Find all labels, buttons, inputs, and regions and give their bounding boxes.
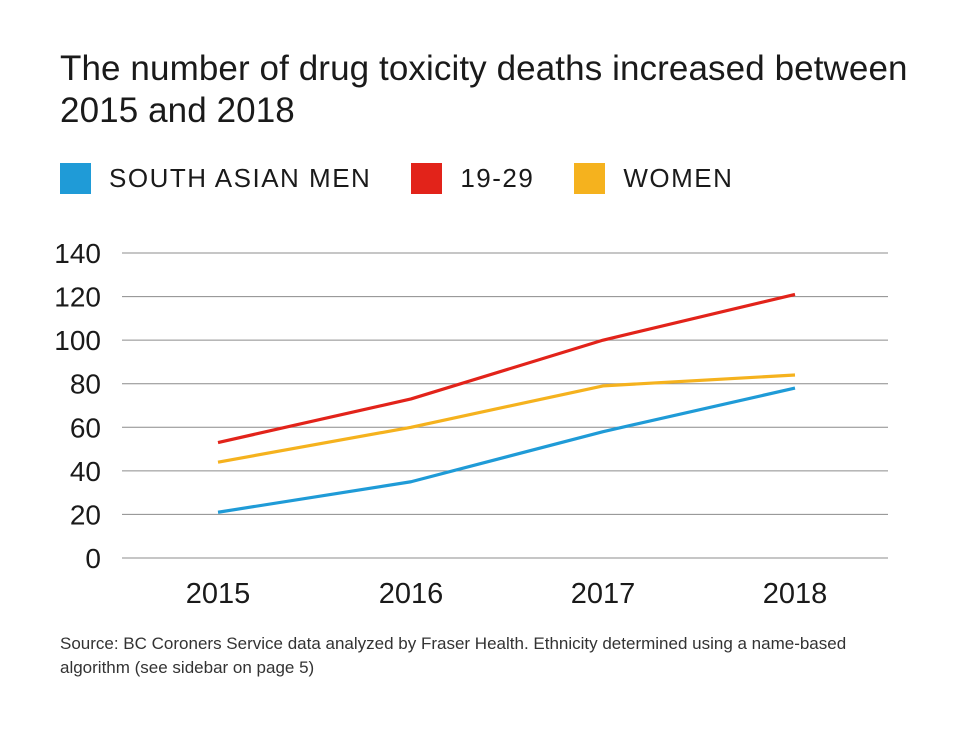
- y-tick-label: 60: [70, 412, 101, 443]
- legend-swatch-19-29: [411, 162, 443, 194]
- x-tick-label: 2018: [763, 578, 828, 610]
- y-tick-label: 20: [70, 499, 101, 530]
- chart-title: The number of drug toxicity deaths incre…: [60, 49, 908, 130]
- series-lines: [217, 292, 796, 514]
- legend-label-women: WOMEN: [623, 162, 734, 193]
- y-tick-label: 80: [70, 369, 101, 400]
- legend-item-south-asian-men: SOUTH ASIAN MEN: [60, 162, 372, 194]
- legend-swatch-women: [574, 162, 606, 194]
- series-line-19-29: [217, 292, 796, 445]
- x-tick-label: 2017: [571, 578, 636, 610]
- y-axis-ticks: 0 20 40 60 80 100 120 140: [54, 238, 101, 574]
- x-tick-label: 2015: [186, 578, 251, 610]
- y-tick-label: 0: [85, 543, 101, 574]
- chart-legend: SOUTH ASIAN MEN 19-29 WOMEN: [60, 160, 773, 196]
- y-tick-label: 40: [70, 456, 101, 487]
- y-tick-label: 140: [54, 238, 101, 269]
- series-line-women: [217, 373, 796, 464]
- x-axis-ticks: 2015 2016 2017 2018: [186, 578, 828, 610]
- x-tick-label: 2016: [379, 578, 444, 610]
- y-tick-label: 120: [54, 282, 101, 313]
- source-note: Source: BC Coroners Service data analyze…: [60, 634, 847, 677]
- series-line-south-asian-men: [217, 386, 796, 514]
- legend-swatch-south-asian-men: [60, 162, 91, 194]
- y-tick-label: 100: [54, 325, 101, 356]
- legend-item-women: WOMEN: [574, 162, 734, 194]
- legend-label-19-29: 19-29: [460, 162, 535, 193]
- grid-lines: [122, 252, 888, 559]
- legend-label-south-asian-men: SOUTH ASIAN MEN: [109, 162, 372, 193]
- legend-item-19-29: 19-29: [411, 162, 535, 194]
